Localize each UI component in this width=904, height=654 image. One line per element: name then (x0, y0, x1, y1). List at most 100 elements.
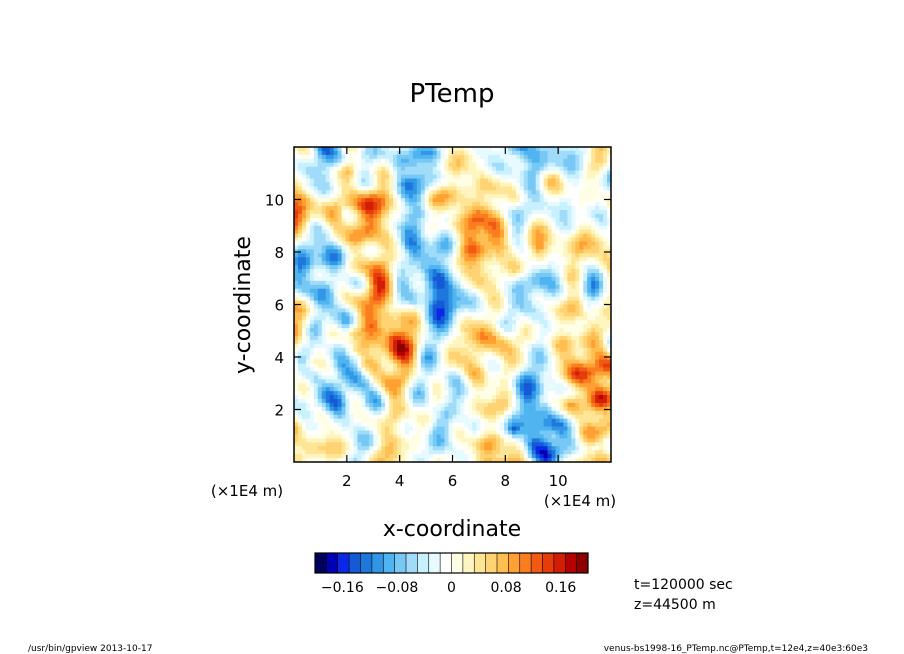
heatmap-cell (607, 241, 611, 246)
heatmap-cell (464, 296, 469, 301)
heatmap-cell (468, 280, 473, 286)
heatmap-cell (408, 300, 414, 305)
heatmap-cell (309, 206, 315, 211)
heatmap-cell (309, 387, 315, 392)
heatmap-cell (515, 253, 521, 258)
heatmap-cell (400, 147, 406, 152)
heatmap-cell (551, 292, 556, 298)
heatmap-cell (317, 221, 323, 227)
heatmap-cell (397, 257, 402, 262)
heatmap-cell (313, 367, 319, 372)
heatmap-cell (539, 217, 545, 223)
heatmap-cell (464, 328, 469, 333)
heatmap-cell (507, 332, 513, 337)
heatmap-cell (559, 383, 564, 388)
heatmap-cell (496, 304, 501, 309)
heatmap-cell (519, 328, 525, 333)
heatmap-cell (551, 206, 556, 211)
heatmap-cell (587, 284, 592, 290)
heatmap-cell (365, 312, 370, 317)
heatmap-cell (607, 343, 611, 349)
heatmap-cell (523, 359, 529, 364)
heatmap-cell (357, 383, 362, 388)
heatmap-cell (337, 375, 342, 380)
heatmap-cell (488, 221, 493, 227)
heatmap-cell (365, 351, 370, 357)
heatmap-cell (297, 233, 303, 238)
heatmap-cell (519, 182, 525, 187)
heatmap-cell (444, 367, 449, 372)
heatmap-cell (504, 320, 509, 325)
heatmap-cell (515, 241, 521, 246)
heatmap-cell (500, 217, 505, 223)
heatmap-cell (591, 194, 596, 199)
heatmap-cell (357, 249, 362, 254)
heatmap-cell (444, 324, 449, 329)
heatmap-cell (567, 241, 572, 246)
heatmap-cell (519, 253, 525, 258)
heatmap-cell (488, 276, 493, 282)
heatmap-cell (317, 245, 323, 250)
heatmap-cell (571, 162, 576, 168)
heatmap-cell (448, 324, 453, 329)
heatmap-cell (448, 229, 453, 235)
heatmap-cell (317, 312, 323, 317)
heatmap-cell (412, 387, 418, 392)
heatmap-cell (408, 343, 414, 349)
heatmap-cell (579, 375, 584, 380)
heatmap-cell (484, 296, 489, 301)
heatmap-cell (484, 371, 489, 376)
heatmap-cell (511, 276, 517, 282)
heatmap-cell (476, 292, 481, 298)
heatmap-cell (579, 363, 584, 368)
heatmap-cell (357, 324, 362, 329)
heatmap-cell (400, 233, 406, 238)
heatmap-cell (432, 387, 438, 392)
heatmap-cell (511, 198, 517, 203)
heatmap-cell (297, 225, 303, 231)
heatmap-cell (551, 198, 556, 203)
heatmap-cell (488, 154, 493, 160)
heatmap-cell (567, 269, 572, 274)
heatmap-cell (591, 375, 596, 380)
heatmap-cell (476, 336, 481, 341)
heatmap-cell (294, 336, 299, 341)
heatmap-cell (567, 154, 572, 160)
heatmap-cell (365, 213, 370, 219)
heatmap-cell (484, 147, 489, 152)
heatmap-cell (599, 332, 604, 337)
heatmap-cell (404, 221, 410, 227)
heatmap-cell (543, 387, 548, 392)
heatmap-cell (547, 355, 552, 361)
heatmap-cell (531, 336, 537, 341)
heatmap-cell (551, 383, 556, 388)
heatmap-cell (333, 210, 338, 215)
heatmap-cell (317, 379, 323, 384)
heatmap-cell (444, 280, 449, 286)
heatmap-cell (357, 186, 362, 191)
heatmap-cell (599, 253, 604, 258)
heatmap-cell (587, 245, 592, 250)
heatmap-cell (468, 359, 473, 364)
heatmap-cell (539, 276, 545, 282)
heatmap-cell (448, 158, 453, 164)
heatmap-cell (424, 332, 430, 337)
heatmap-cell (460, 280, 465, 286)
heatmap-cell (325, 367, 331, 372)
heatmap-cell (599, 147, 604, 152)
heatmap-cell (365, 273, 370, 278)
heatmap-cell (294, 367, 299, 372)
heatmap-cell (325, 328, 331, 333)
heatmap-cell (341, 198, 346, 203)
heatmap-cell (559, 387, 564, 392)
heatmap-cell (575, 154, 580, 160)
heatmap-cell (404, 273, 410, 278)
heatmap-cell (373, 304, 378, 309)
heatmap-cell (492, 367, 497, 372)
heatmap-cell (464, 253, 469, 258)
heatmap-cell (448, 316, 453, 321)
heatmap-cell (539, 332, 545, 337)
heatmap-cell (555, 320, 560, 325)
heatmap-cell (424, 347, 430, 353)
heatmap-cell (575, 351, 580, 357)
